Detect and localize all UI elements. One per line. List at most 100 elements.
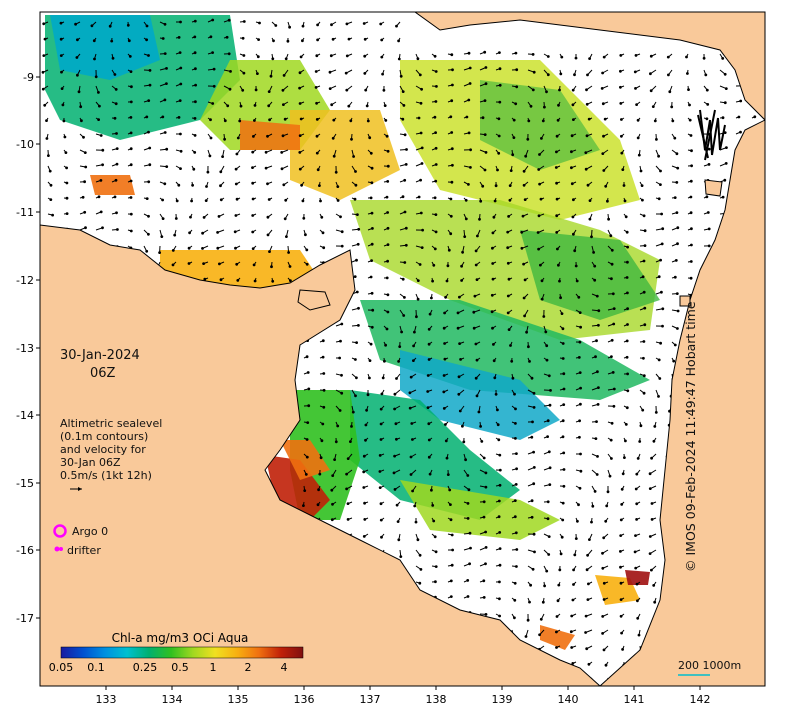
velocity-arrowhead	[602, 536, 605, 539]
velocity-arrowhead	[281, 167, 284, 170]
velocity-arrowhead	[315, 102, 318, 105]
velocity-arrowhead	[676, 327, 679, 330]
velocity-arrowhead	[396, 504, 399, 507]
velocity-arrowhead	[625, 423, 628, 426]
velocity-arrowhead	[484, 169, 487, 172]
velocity-arrowhead	[584, 151, 587, 154]
velocity-arrowhead	[537, 248, 540, 251]
velocity-arrowhead	[659, 259, 662, 262]
velocity-arrowhead	[580, 470, 583, 473]
velocity-arrowhead	[145, 38, 148, 41]
x-tick-label: 136	[294, 693, 315, 706]
velocity-arrowhead	[515, 452, 518, 455]
velocity-arrowhead	[560, 56, 563, 59]
velocity-arrowhead	[253, 264, 256, 267]
velocity-arrowhead	[284, 199, 287, 202]
velocity-arrowhead	[676, 242, 679, 245]
velocity-arrowhead	[393, 472, 396, 475]
velocity-arrowhead	[446, 457, 449, 460]
velocity-arrowhead	[180, 150, 183, 153]
velocity-arrowhead	[307, 404, 310, 407]
velocity-arrowhead	[270, 265, 273, 268]
velocity-arrowhead	[226, 104, 229, 107]
velocity-arrowhead	[451, 147, 454, 150]
velocity-arrowhead	[322, 231, 325, 234]
velocity-arrowhead	[42, 54, 45, 57]
velocity-arrowhead	[130, 230, 133, 233]
velocity-arrowhead	[367, 393, 370, 396]
chl-patch	[90, 175, 135, 195]
velocity-arrowhead	[129, 55, 132, 58]
velocity-arrowhead	[621, 488, 624, 491]
velocity-arrowhead	[498, 500, 501, 503]
velocity-arrowhead	[339, 340, 342, 343]
velocity-arrowhead	[572, 569, 575, 572]
velocity-arrowhead	[529, 584, 532, 587]
velocity-arrowhead	[383, 360, 386, 363]
velocity-arrowhead	[601, 632, 604, 635]
velocity-arrowhead	[601, 72, 604, 75]
velocity-arrowhead	[302, 504, 305, 507]
velocity-arrowhead	[228, 52, 231, 55]
velocity-arrowhead	[443, 327, 446, 330]
velocity-arrowhead	[586, 554, 589, 557]
velocity-arrowhead	[690, 260, 693, 263]
credit-text: © IMOS 09-Feb-2024 11:49:47 Hobart time	[683, 372, 698, 572]
velocity-arrowhead	[562, 357, 565, 360]
velocity-arrowhead	[458, 342, 461, 345]
velocity-arrowhead	[649, 472, 652, 475]
velocity-arrowhead	[395, 438, 398, 441]
velocity-arrowhead	[451, 68, 454, 71]
velocity-arrowhead	[130, 132, 133, 135]
velocity-arrowhead	[251, 214, 254, 217]
velocity-arrowhead	[485, 546, 488, 549]
velocity-arrowhead	[603, 56, 606, 59]
velocity-arrowhead	[42, 88, 45, 91]
velocity-arrowhead	[527, 120, 530, 123]
velocity-arrowhead	[220, 278, 223, 281]
velocity-arrowhead	[594, 355, 597, 358]
velocity-arrowhead	[660, 213, 663, 216]
velocity-arrowhead	[498, 117, 501, 120]
velocity-arrowhead	[499, 67, 502, 70]
velocity-arrowhead	[357, 228, 360, 231]
velocity-arrowhead	[476, 278, 479, 281]
velocity-arrowhead	[562, 342, 565, 345]
velocity-arrowhead	[349, 119, 352, 122]
velocity-arrowhead	[555, 214, 558, 217]
velocity-arrowhead	[469, 82, 472, 85]
velocity-arrowhead	[418, 117, 421, 120]
velocity-arrowhead	[355, 376, 358, 379]
velocity-arrowhead	[622, 472, 625, 475]
velocity-arrowhead	[650, 569, 653, 572]
velocity-arrowhead	[288, 26, 291, 29]
velocity-arrowhead	[240, 105, 243, 108]
velocity-arrowhead	[643, 307, 646, 310]
velocity-arrowhead	[380, 536, 383, 539]
velocity-arrowhead	[467, 502, 470, 505]
velocity-arrowhead	[676, 226, 679, 229]
colorbar-tick-label: 0.05	[49, 661, 74, 674]
velocity-arrowhead	[371, 212, 374, 215]
velocity-arrowhead	[611, 339, 614, 342]
velocity-arrowhead	[708, 163, 711, 166]
velocity-arrowhead	[330, 23, 333, 26]
velocity-arrowhead	[514, 515, 517, 518]
velocity-arrowhead	[597, 403, 600, 406]
velocity-arrowhead	[147, 131, 150, 134]
velocity-arrowhead	[335, 440, 338, 443]
velocity-arrowhead	[253, 119, 256, 122]
velocity-arrowhead	[82, 136, 85, 139]
velocity-arrowhead	[235, 263, 238, 266]
velocity-arrowhead	[595, 420, 598, 423]
velocity-arrowhead	[299, 134, 302, 137]
velocity-arrowhead	[468, 52, 471, 55]
velocity-arrowhead	[524, 155, 527, 158]
velocity-arrowhead	[531, 421, 534, 424]
velocity-arrowhead	[235, 183, 238, 186]
velocity-arrowhead	[547, 419, 550, 422]
velocity-arrowhead	[473, 327, 476, 330]
velocity-arrowhead	[435, 147, 438, 150]
colorbar-tick-label: 0.1	[87, 661, 105, 674]
